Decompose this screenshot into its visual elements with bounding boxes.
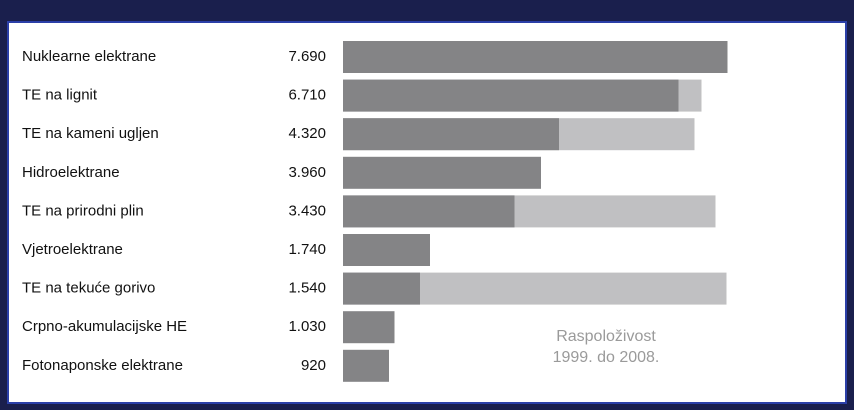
value-label: 3.430 bbox=[288, 202, 326, 219]
bar bbox=[343, 79, 679, 112]
value-label: 4.320 bbox=[288, 125, 326, 142]
bar bbox=[343, 195, 515, 228]
bar bbox=[343, 311, 395, 344]
annotation: Raspoloživost bbox=[556, 328, 656, 345]
category-label: Vjetroelektrane bbox=[22, 241, 123, 258]
value-label: 1.540 bbox=[288, 280, 326, 297]
category-label: TE na prirodni plin bbox=[22, 202, 144, 219]
bar bbox=[343, 118, 559, 151]
annotation: 1999. do 2008. bbox=[553, 349, 660, 366]
bar bbox=[343, 349, 389, 382]
category-label: TE na tekuće gorivo bbox=[22, 280, 155, 297]
value-label: 3.960 bbox=[288, 164, 326, 181]
category-label: Crpno-akumulacijske HE bbox=[22, 318, 187, 335]
value-label: 1.030 bbox=[288, 318, 326, 335]
category-label: Hidroelektrane bbox=[22, 164, 120, 181]
category-label: Fotonaponske elektrane bbox=[22, 357, 183, 374]
value-label: 920 bbox=[301, 357, 326, 374]
value-label: 6.710 bbox=[288, 87, 326, 104]
value-label: 1.740 bbox=[288, 241, 326, 258]
category-label: Nuklearne elektrane bbox=[22, 48, 156, 65]
category-label: TE na lignit bbox=[22, 87, 98, 104]
bar bbox=[343, 156, 541, 189]
bar bbox=[343, 234, 430, 266]
bar bbox=[343, 41, 728, 73]
value-label: 7.690 bbox=[288, 48, 326, 65]
category-label: TE na kameni ugljen bbox=[22, 125, 159, 142]
bar bbox=[343, 272, 420, 305]
